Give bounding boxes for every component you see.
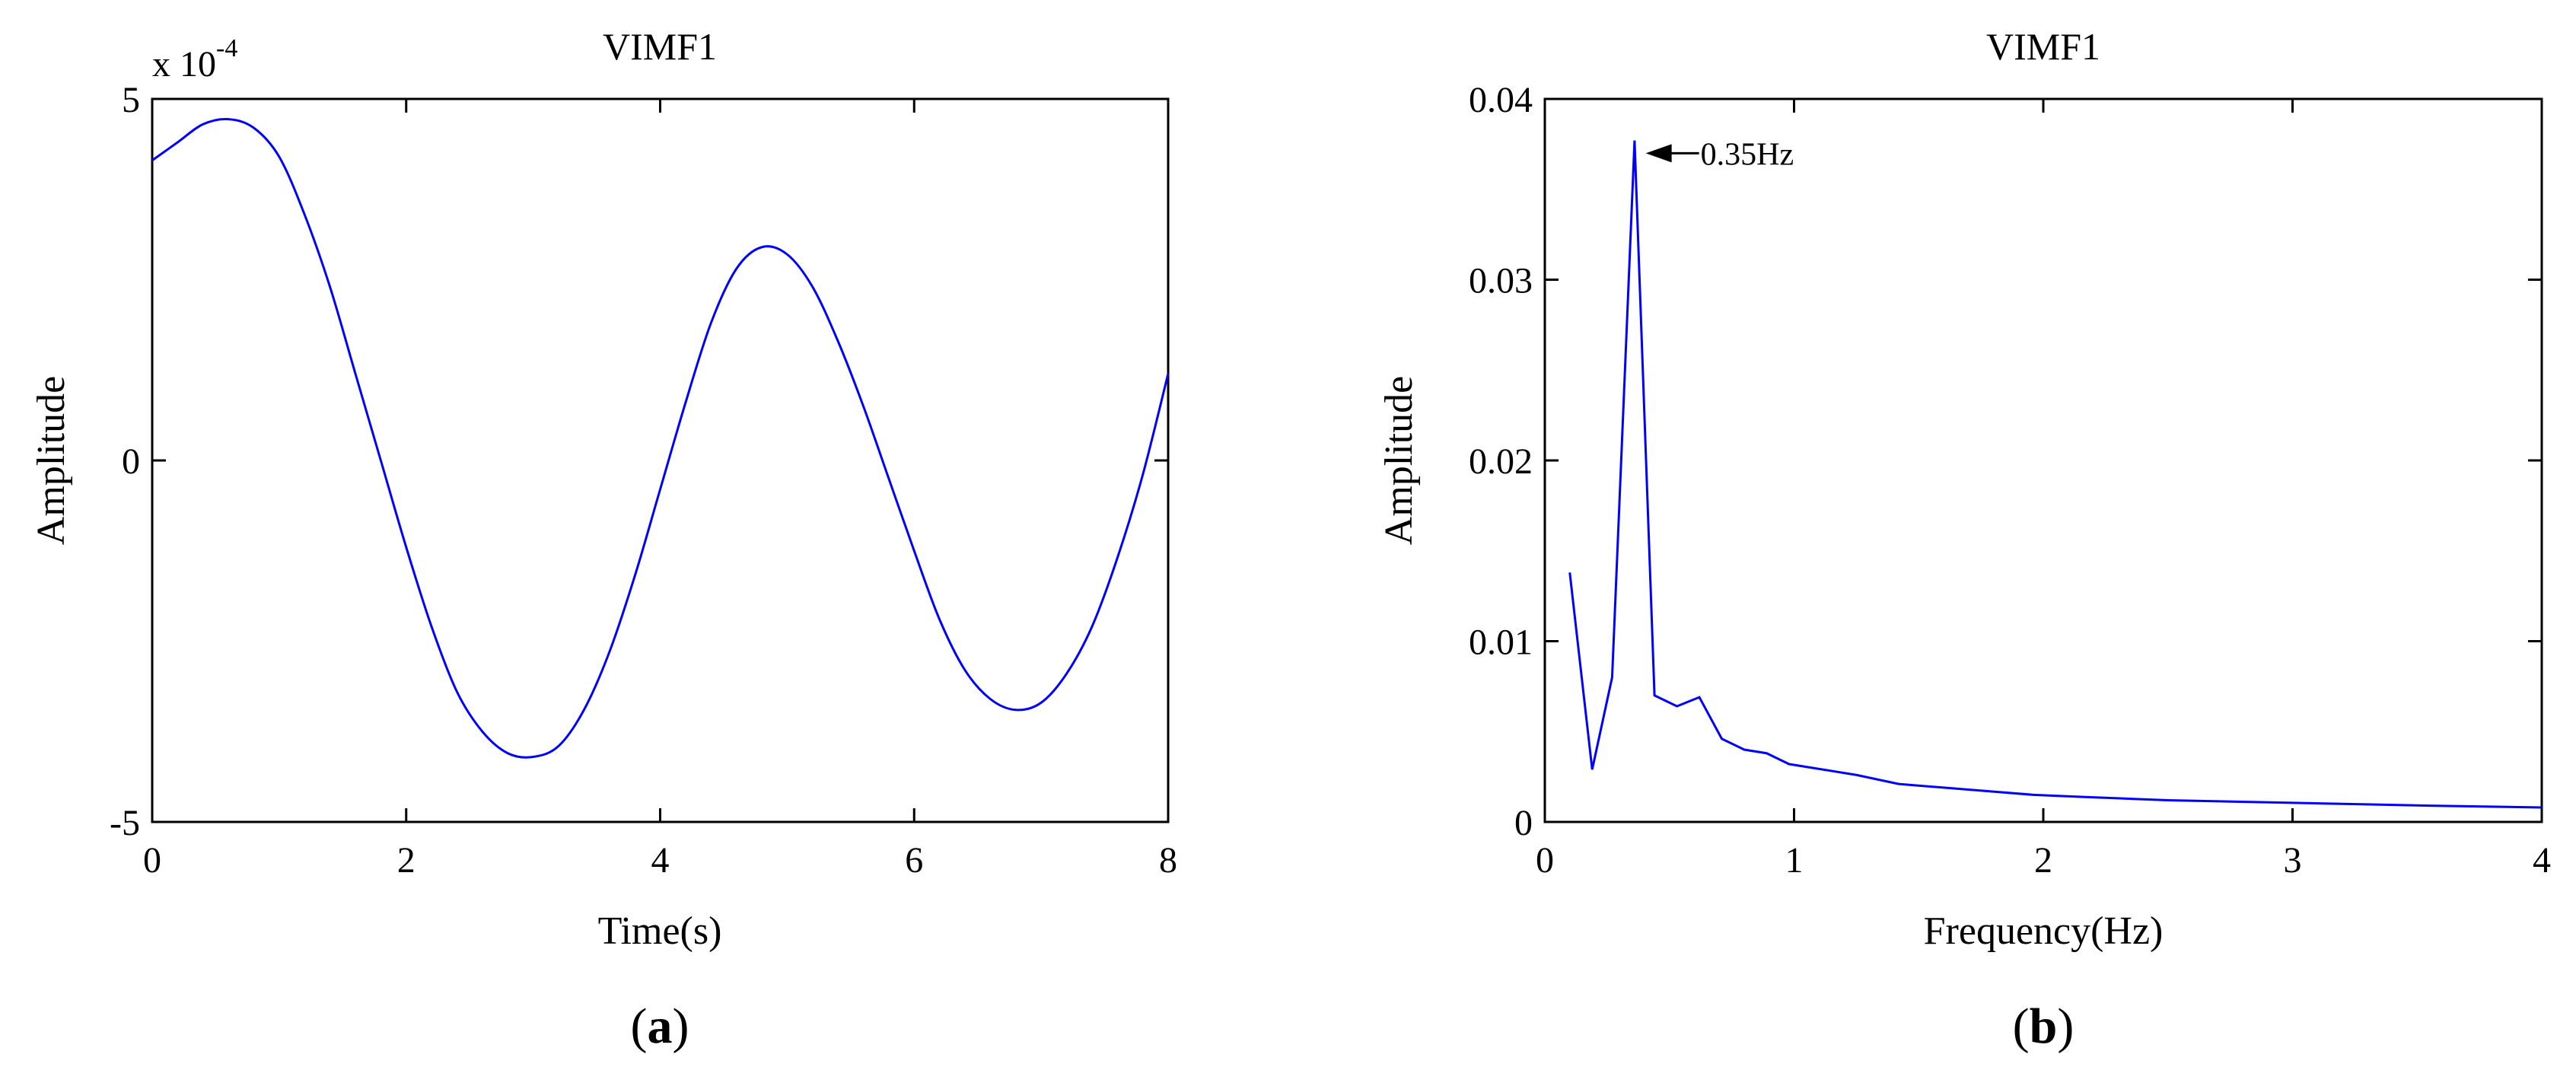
annotation-label: 0.35Hz: [1701, 137, 1794, 172]
plot-area-a: [151, 97, 1170, 823]
y-tick-label: -5: [110, 803, 140, 843]
x-tick-label: 3: [2284, 840, 2302, 881]
y-tick-label: 0: [1514, 803, 1533, 843]
series-line-b: [1568, 140, 2543, 809]
x-tick-label: 6: [905, 840, 923, 881]
y-tick-label: 0: [122, 441, 140, 482]
chart-title-a: VIMF1: [603, 25, 717, 68]
x-tick-label: 4: [2533, 840, 2551, 881]
peak-annotation: 0.35Hz: [1645, 137, 1794, 172]
y-tick-label: 0.01: [1469, 623, 1533, 663]
panel-a-time-domain: VIMF1 x 10-4 Time(s) Amplitude 0 2 4 6 8-505…: [30, 25, 1177, 1054]
ticks-b: 0 1 2 3 4 0 0.01 0.02 0.03 0.04: [1469, 80, 2551, 881]
y-axis-label-a: Amplitude: [30, 376, 73, 545]
panel-label-a: (a): [631, 999, 689, 1054]
x-tick-label: 0: [143, 840, 161, 881]
panel-label-b: (b): [2013, 999, 2074, 1054]
x-tick-label: 1: [1785, 840, 1804, 881]
x-axis-label-a: Time(s): [598, 909, 722, 953]
x-axis-label-b: Frequency(Hz): [1924, 909, 2164, 953]
ticks-a: 0 2 4 6 8-505: [110, 80, 1177, 881]
plot-area-b: [1543, 97, 2543, 823]
chart-title-b: VIMF1: [1986, 25, 2100, 68]
y-tick-label: 0.04: [1469, 80, 1533, 120]
y-tick-label: 0.02: [1469, 441, 1533, 482]
x-tick-label: 4: [651, 840, 670, 881]
series-line-a: [151, 117, 1170, 759]
y-multiplier-a: x 10-4: [152, 34, 237, 84]
x-tick-label: 2: [397, 840, 416, 881]
panel-b-frequency-domain: VIMF1 Frequency(Hz) Amplitude 0 1 2 3 4 0 0.01…: [1377, 25, 2551, 1054]
annotation-arrow-head: [1645, 144, 1672, 163]
x-tick-label: 8: [1159, 840, 1177, 881]
y-axis-label-b: Amplitude: [1377, 376, 1421, 545]
y-tick-label: 0.03: [1469, 261, 1533, 301]
y-tick-label: 5: [122, 80, 140, 120]
y-multiplier-exponent-a: -4: [216, 34, 237, 62]
x-tick-label: 2: [2034, 840, 2052, 881]
x-tick-label: 0: [1536, 840, 1554, 881]
